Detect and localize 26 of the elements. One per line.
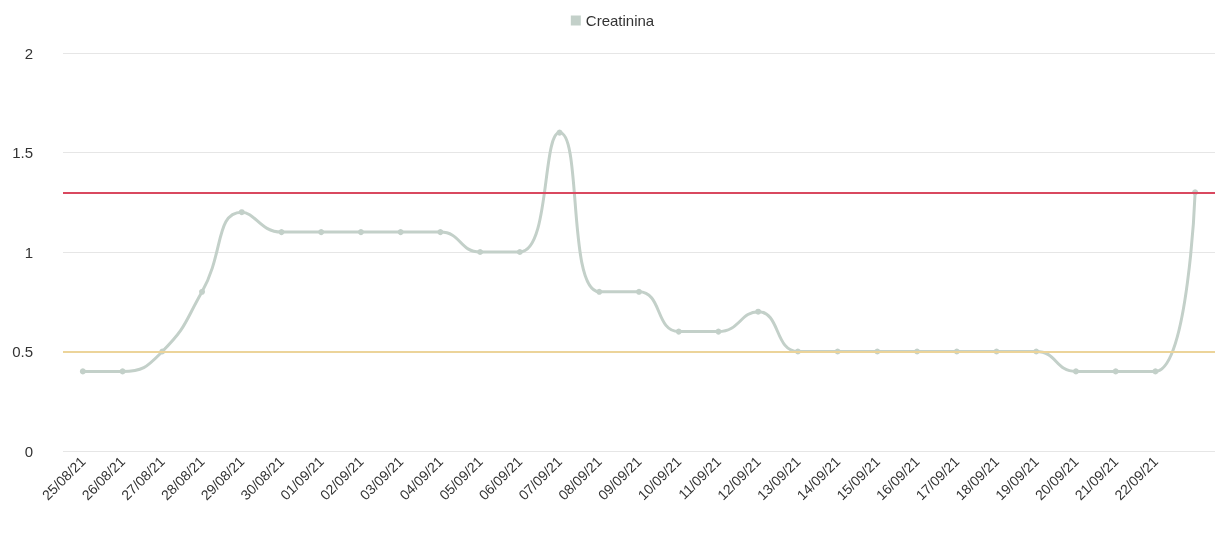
y-tick-label: 0.5 bbox=[12, 343, 33, 360]
point bbox=[516, 249, 523, 255]
point bbox=[278, 229, 285, 236]
point bbox=[1152, 368, 1159, 375]
point bbox=[636, 288, 642, 295]
point bbox=[715, 328, 722, 335]
point bbox=[596, 288, 603, 295]
point bbox=[357, 229, 364, 236]
point bbox=[1072, 368, 1079, 375]
point bbox=[556, 129, 563, 136]
point bbox=[755, 308, 762, 315]
point bbox=[397, 229, 404, 236]
point bbox=[199, 288, 206, 295]
point bbox=[79, 368, 86, 375]
point bbox=[318, 229, 325, 236]
y-tick-label: 1 bbox=[24, 243, 33, 261]
y-tick-label: 1.5 bbox=[12, 144, 33, 161]
point bbox=[437, 229, 444, 236]
point bbox=[477, 249, 484, 255]
legend-label: Creatinina bbox=[585, 12, 655, 29]
point bbox=[238, 209, 245, 216]
point bbox=[119, 368, 126, 375]
point bbox=[675, 328, 682, 335]
y-tick-label: 0 bbox=[24, 442, 33, 460]
y-tick-label: 2 bbox=[24, 44, 33, 62]
point bbox=[1112, 368, 1119, 375]
